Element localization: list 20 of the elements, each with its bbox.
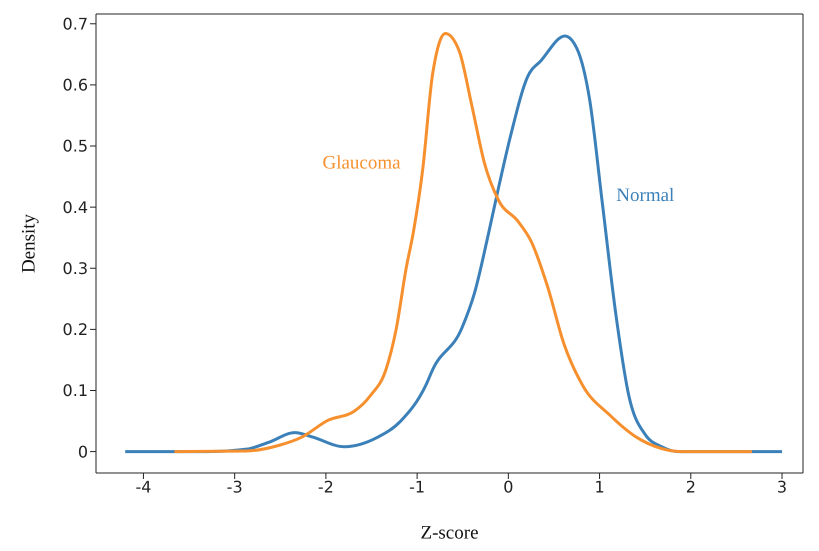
x-axis-title: Z-score <box>420 522 479 544</box>
x-tick-label: -3 <box>226 477 243 496</box>
y-tick-label: 0 <box>78 442 88 462</box>
x-tick-label: 1 <box>594 477 605 496</box>
series-label: Glaucoma <box>322 152 402 174</box>
y-axis-title: Density <box>18 213 40 274</box>
x-tick-label: -2 <box>318 477 334 496</box>
x-tick-label: -4 <box>135 477 152 496</box>
x-tick-label: 0 <box>503 477 514 496</box>
y-tick-label: 0.3 <box>62 258 88 278</box>
y-tick-label: 0.5 <box>62 136 88 156</box>
y-tick-label: 0.2 <box>62 320 88 340</box>
y-tick-label: 0.4 <box>62 198 88 217</box>
y-tick-label: 0.7 <box>62 14 88 34</box>
series-label: Normal <box>616 184 674 206</box>
x-tick-label: -1 <box>409 477 426 496</box>
x-tick-label: 3 <box>776 477 788 496</box>
y-tick-label: 0.1 <box>62 381 88 400</box>
y-tick-label: 0.6 <box>62 76 88 95</box>
x-tick-label: 2 <box>686 477 696 496</box>
